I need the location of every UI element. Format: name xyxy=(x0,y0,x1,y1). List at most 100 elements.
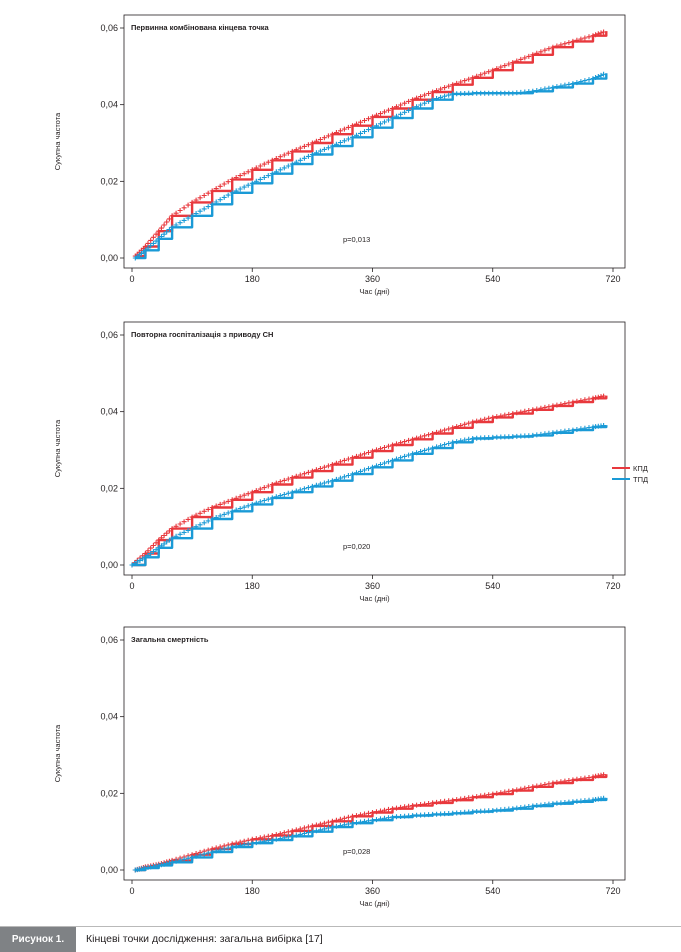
censor-mark xyxy=(390,106,395,111)
censor-mark xyxy=(434,96,440,101)
censor-mark xyxy=(530,407,536,413)
censor-mark xyxy=(462,795,468,801)
censor-mark xyxy=(197,852,203,858)
censor-mark xyxy=(237,506,243,512)
censor-mark xyxy=(185,516,191,522)
censor-mark xyxy=(142,554,148,560)
censor-mark xyxy=(317,137,323,142)
censor-mark xyxy=(350,820,355,826)
censor-mark xyxy=(374,112,379,118)
censor-mark xyxy=(470,794,476,800)
censor-mark xyxy=(249,489,255,495)
x-tick-label: 360 xyxy=(365,886,380,896)
censor-mark xyxy=(578,36,584,42)
censor-mark xyxy=(546,46,552,52)
censor-mark xyxy=(164,229,170,235)
censor-mark xyxy=(582,78,588,84)
censor-mark xyxy=(321,464,327,470)
censor-mark xyxy=(386,117,391,123)
censor-mark xyxy=(181,519,187,525)
censor-mark xyxy=(354,820,359,826)
censor-mark xyxy=(534,783,540,789)
censor-mark xyxy=(289,489,295,495)
censor-mark xyxy=(345,136,351,142)
censor-mark xyxy=(177,531,183,537)
censor-mark xyxy=(285,834,291,840)
censor-mark xyxy=(538,49,544,55)
censor-mark xyxy=(510,788,516,794)
censor-mark xyxy=(474,418,480,424)
censor-mark xyxy=(281,830,287,836)
x-tick-label: 180 xyxy=(245,886,260,896)
censor-mark xyxy=(601,772,607,778)
censor-mark xyxy=(309,483,315,489)
censor-mark xyxy=(277,493,283,499)
censor-mark xyxy=(150,543,156,548)
censor-mark xyxy=(245,503,251,509)
censor-mark xyxy=(221,181,227,187)
censor-mark xyxy=(269,157,275,163)
censor-mark xyxy=(382,815,387,821)
censor-mark xyxy=(466,795,472,801)
censor-mark xyxy=(458,796,464,802)
y-tick-label: 0,02 xyxy=(100,176,118,186)
censor-mark xyxy=(225,192,231,198)
censor-mark xyxy=(593,75,599,80)
censor-mark xyxy=(169,224,175,230)
censor-mark xyxy=(358,468,363,474)
censor-mark xyxy=(173,222,179,228)
censor-mark xyxy=(337,816,343,822)
censor-mark xyxy=(595,773,601,779)
censor-mark xyxy=(426,801,432,806)
censor-mark xyxy=(370,464,375,470)
censor-mark xyxy=(406,98,412,104)
censor-mark xyxy=(148,237,154,243)
censor-mark xyxy=(297,487,303,493)
censor-mark xyxy=(277,836,283,842)
censor-mark xyxy=(148,545,154,551)
censor-mark xyxy=(189,199,195,205)
censor-mark xyxy=(209,188,215,194)
censor-mark xyxy=(229,508,235,514)
censor-mark xyxy=(241,492,247,498)
censor-mark xyxy=(158,225,164,231)
censor-mark xyxy=(197,510,203,516)
censor-mark xyxy=(578,426,584,432)
censor-mark xyxy=(514,58,520,64)
censor-mark xyxy=(185,215,191,221)
censor-mark xyxy=(156,862,162,868)
censor-mark xyxy=(261,161,267,167)
censor-mark xyxy=(237,494,243,500)
x-tick-label: 180 xyxy=(245,581,260,591)
censor-mark xyxy=(394,441,399,447)
censor-mark xyxy=(486,69,492,75)
censor-mark xyxy=(430,445,436,451)
censor-mark xyxy=(325,145,331,151)
censor-mark xyxy=(570,399,576,405)
censor-mark xyxy=(430,97,436,103)
x-axis-title: Час (дні) xyxy=(359,899,390,908)
censor-mark xyxy=(345,456,351,462)
censor-mark xyxy=(554,402,560,408)
series-tpd xyxy=(132,71,608,261)
censor-mark xyxy=(189,526,195,532)
censor-mark xyxy=(570,81,576,87)
censor-mark xyxy=(321,820,327,826)
censor-mark xyxy=(181,217,187,223)
censor-mark xyxy=(169,859,175,865)
censor-mark xyxy=(277,167,283,173)
censor-mark xyxy=(213,503,219,509)
censor-mark xyxy=(313,828,319,834)
chart-panels: 0,00 0,02 0,04 0,06 0 180 360 540 720 Час (дні) Су… xyxy=(53,14,626,908)
censor-mark xyxy=(321,146,327,152)
censor-mark xyxy=(201,193,207,198)
censor-mark xyxy=(158,543,164,549)
censor-mark xyxy=(205,204,211,210)
y-tick-label: 0,00 xyxy=(100,865,118,875)
censor-mark xyxy=(570,427,576,433)
censor-mark xyxy=(213,848,219,854)
series-tpd xyxy=(129,423,608,568)
censor-mark xyxy=(233,507,239,513)
censor-mark xyxy=(601,29,607,35)
